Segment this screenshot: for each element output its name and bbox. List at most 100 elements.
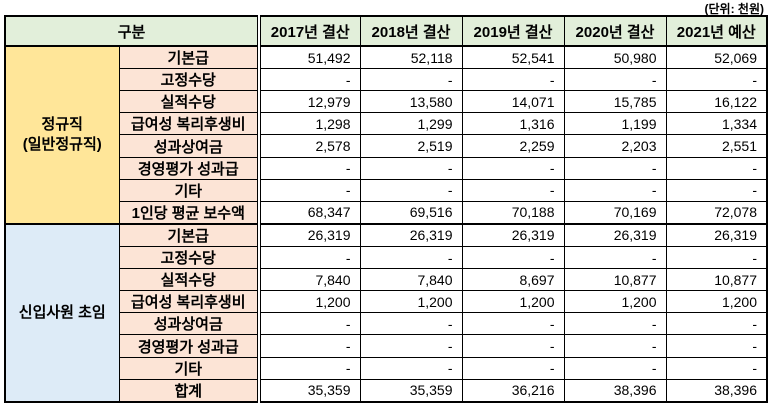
value-cell: 1,299 (359, 112, 463, 136)
value-cell: 8,697 (461, 268, 565, 292)
value-cell: 15,785 (563, 90, 667, 114)
table-row: 급여성 복리후생비 1,200 1,200 1,200 1,200 1,200 (5, 290, 768, 314)
value-cell: 14,071 (461, 90, 565, 114)
value-cell: 7,840 (257, 268, 361, 292)
value-cell: 1,298 (257, 112, 361, 136)
value-cell: - (563, 178, 667, 202)
value-cell: - (461, 312, 565, 336)
value-cell: - (257, 178, 361, 202)
value-cell: 12,979 (257, 90, 361, 114)
unit-label: (단위: 천원) (704, 2, 764, 16)
table-row: 정규직 (일반정규직) 기본급 51,492 52,118 52,541 50,980 52,… (4, 45, 768, 225)
value-cell: 1,200 (359, 290, 463, 314)
value-cell: 1,200 (257, 290, 361, 314)
value-cell: 26,319 (665, 222, 768, 248)
table-row: 성과상여금 - - - - - (5, 312, 768, 336)
value-cell: 2,578 (257, 134, 361, 158)
value-cell: - (563, 156, 667, 180)
value-cell: - (461, 246, 565, 270)
row-label: 기타 (118, 178, 260, 202)
row-label: 실적수당 (118, 90, 260, 114)
table-row: 기타 - - - - - (5, 178, 768, 202)
table-row: 고정수당 - - - - - (5, 68, 768, 92)
value-cell: 1,200 (665, 290, 768, 314)
value-cell: 2,259 (461, 134, 565, 158)
row-label: 성과상여금 (118, 134, 260, 158)
value-cell: - (257, 312, 361, 336)
value-cell: 51,492 (257, 45, 361, 70)
value-cell: 26,319 (461, 222, 565, 248)
table-row: 실적수당 12,979 13,580 14,071 15,785 16,122 (5, 90, 768, 114)
row-label: 경영평가 성과급 (118, 156, 260, 180)
row-label: 급여성 복리후생비 (118, 290, 260, 314)
row-label: 기본급 (118, 45, 260, 70)
value-cell: - (461, 334, 565, 358)
value-cell: - (563, 68, 667, 92)
row-label: 고정수당 (118, 246, 260, 270)
value-cell: 52,541 (461, 45, 565, 70)
year-header-2019: 2019년 결산 (461, 15, 565, 47)
value-cell: - (359, 68, 463, 92)
group-label-regular: 정규직 (일반정규직) (4, 45, 120, 225)
value-cell: 2,551 (665, 134, 768, 158)
value-cell: 38,396 (563, 378, 667, 403)
value-cell: 35,359 (257, 378, 361, 403)
value-cell: 16,122 (665, 90, 768, 114)
table-row: 실적수당 7,840 7,840 8,697 10,877 10,877 (5, 268, 768, 292)
row-label: 실적수당 (118, 268, 260, 292)
value-cell: - (461, 156, 565, 180)
value-cell: 52,118 (359, 45, 463, 70)
value-cell: - (461, 68, 565, 92)
value-cell: - (461, 356, 565, 380)
value-cell: 50,980 (563, 45, 667, 70)
value-cell: 2,203 (563, 134, 667, 158)
value-cell: 26,319 (563, 222, 667, 248)
value-cell: - (563, 312, 667, 336)
value-cell: 36,216 (461, 378, 565, 403)
value-cell: 38,396 (665, 378, 768, 403)
year-header-2018: 2018년 결산 (359, 15, 463, 47)
year-header-2017: 2017년 결산 (257, 15, 361, 47)
gubun-header: 구분 (4, 15, 260, 47)
value-cell: - (359, 334, 463, 358)
value-cell: 69,516 (359, 200, 463, 225)
value-cell: 13,580 (359, 90, 463, 114)
value-cell: 1,199 (563, 112, 667, 136)
table-row: 기타 - - - - - (5, 356, 768, 380)
value-cell: 1,334 (665, 112, 768, 136)
value-cell: - (461, 178, 565, 202)
value-cell: 26,319 (257, 222, 361, 248)
table-header: 구분 2017년 결산 2018년 결산 2019년 결산 2020년 결산 2… (4, 15, 768, 47)
row-label: 급여성 복리후생비 (118, 112, 260, 136)
value-cell: - (563, 334, 667, 358)
value-cell: - (359, 156, 463, 180)
value-cell: - (257, 156, 361, 180)
value-cell: - (665, 156, 768, 180)
value-cell: - (257, 68, 361, 92)
value-cell: 1,200 (563, 290, 667, 314)
table-row: 고정수당 - - - - - (5, 246, 768, 270)
value-cell: - (665, 178, 768, 202)
value-cell: 70,188 (461, 200, 565, 225)
table-row: 신입사원 초임 기본급 26,319 26,319 26,319 26,319 26,319 (4, 222, 768, 403)
group-label-line2: (일반정규직) (22, 135, 102, 153)
value-cell: - (257, 356, 361, 380)
value-cell: 10,877 (563, 268, 667, 292)
row-label: 1인당 평균 보수액 (118, 200, 260, 225)
value-cell: - (665, 68, 768, 92)
value-cell: 72,078 (665, 200, 768, 225)
value-cell: - (665, 334, 768, 358)
row-label: 기타 (118, 356, 260, 380)
table-row: 경영평가 성과급 - - - - - (5, 334, 768, 358)
row-label: 기본급 (118, 222, 260, 248)
value-cell: - (257, 334, 361, 358)
row-label: 성과상여금 (118, 312, 260, 336)
table-row: 경영평가 성과급 - - - - - (5, 156, 768, 180)
value-cell: - (359, 178, 463, 202)
salary-table: 구분 2017년 결산 2018년 결산 2019년 결산 2020년 결산 2… (4, 15, 769, 403)
table-row: 급여성 복리후생비 1,298 1,299 1,316 1,199 1,334 (5, 112, 768, 136)
value-cell: 26,319 (359, 222, 463, 248)
value-cell: - (665, 356, 768, 380)
value-cell: 10,877 (665, 268, 768, 292)
year-header-2021: 2021년 예산 (665, 15, 768, 47)
